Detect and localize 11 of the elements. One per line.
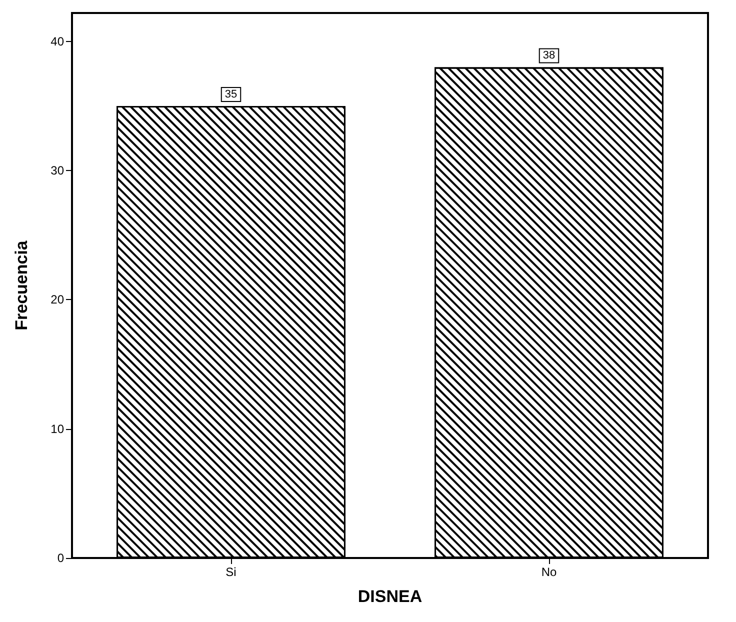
y-tick-label: 20 [50, 292, 64, 307]
y-tick-label: 40 [50, 34, 64, 48]
y-axis-title: Frecuencia [12, 240, 31, 330]
y-tick-label: 10 [50, 422, 64, 436]
y-tick-label: 30 [50, 164, 64, 178]
y-tick-label: 0 [57, 551, 64, 565]
x-axis-title: DISNEA [358, 587, 422, 606]
data-label: 38 [542, 50, 556, 62]
data-label: 35 [224, 88, 238, 100]
x-tick-label: No [541, 565, 557, 579]
x-tick-label: Si [226, 565, 236, 579]
